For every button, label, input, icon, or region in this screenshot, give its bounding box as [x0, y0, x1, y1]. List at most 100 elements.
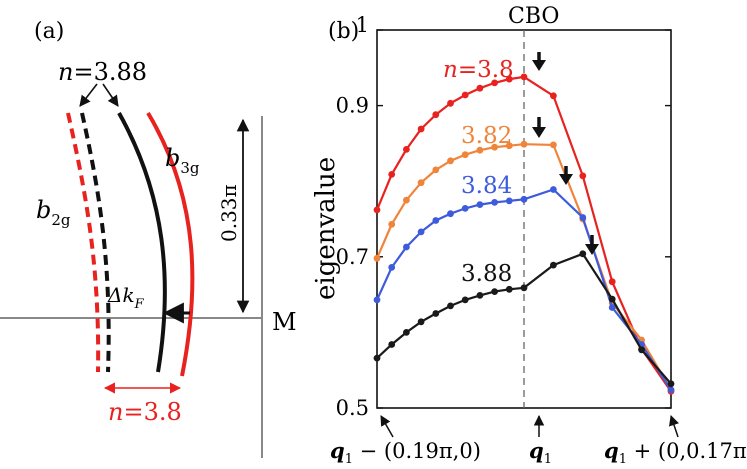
y-axis-label: eigenvalue — [311, 157, 341, 300]
data-point — [550, 92, 557, 100]
data-point — [608, 278, 616, 286]
n-var-b: n — [443, 57, 458, 83]
data-point — [520, 195, 528, 203]
data-point — [550, 261, 557, 269]
data-point — [550, 141, 557, 149]
series-label-n384: 3.84 — [461, 173, 512, 199]
series-line — [375, 188, 672, 391]
delta-kf-sub: F — [134, 297, 145, 312]
data-point — [388, 264, 396, 271]
data-point — [417, 228, 425, 236]
peak-arrows — [532, 52, 599, 255]
data-point — [388, 171, 396, 178]
data-point — [417, 318, 425, 326]
peak-arrow-n38 — [532, 52, 546, 71]
data-point — [550, 186, 557, 193]
data-point — [461, 151, 469, 159]
data-point — [403, 146, 410, 153]
data-point — [447, 302, 454, 310]
data-point — [373, 296, 381, 304]
panel-a: (a) n=3.88 b2g b3g 0.33π ΔkF M n=3.8 — [0, 19, 297, 458]
x-label-left-rest: − (0.19π,0) — [353, 439, 481, 463]
data-point — [447, 99, 454, 107]
data-point — [667, 386, 675, 394]
b3g-base: b — [165, 144, 180, 172]
series-label-n388: 3.88 — [461, 261, 512, 287]
series-label-n382: 3.82 — [461, 123, 512, 149]
data-point — [373, 354, 381, 362]
x-label-mid-q: q — [529, 438, 544, 463]
data-point — [579, 172, 587, 180]
series-n-3-84 — [373, 186, 675, 394]
x-label-mid: q1 — [529, 438, 552, 467]
data-point — [520, 140, 528, 148]
panel-a-label: (a) — [34, 19, 64, 44]
data-point — [476, 292, 484, 299]
data-point — [403, 243, 410, 251]
cbo-label: CBO — [508, 4, 559, 29]
data-point — [432, 111, 440, 119]
n-var-red: n — [108, 398, 123, 426]
peak-arrow-n388 — [585, 235, 599, 255]
data-point — [432, 166, 440, 174]
height-label: 0.33π — [217, 184, 241, 242]
data-point — [476, 146, 484, 154]
y-axis-ticks: 0.5 0.7 0.9 1 — [336, 13, 671, 420]
n38-label-a: n=3.8 — [108, 398, 182, 426]
data-point — [505, 197, 513, 205]
series-layer — [373, 73, 675, 395]
data-point — [447, 210, 454, 218]
data-point — [417, 125, 425, 133]
panel-b-label: (b) — [328, 19, 359, 44]
data-point — [476, 201, 484, 209]
x-label-right-rest: + (0,0.17π) — [627, 439, 747, 463]
peak-arrow-n382 — [532, 117, 546, 138]
data-point — [667, 380, 675, 388]
data-point — [608, 304, 616, 311]
y-tick-label: 0.5 — [336, 396, 369, 420]
peak-arrow-n384 — [559, 166, 573, 185]
data-point — [491, 288, 498, 295]
data-point — [579, 250, 587, 258]
data-point — [608, 295, 616, 303]
n-var: n — [58, 58, 73, 86]
x-label-left-sub: 1 — [345, 452, 353, 467]
y-tick-label: 1 — [356, 13, 369, 37]
data-point — [388, 341, 396, 348]
b2g-sub: 2g — [51, 211, 71, 229]
data-point — [461, 205, 469, 212]
band-b2g-label: b2g — [36, 196, 71, 229]
data-point — [447, 157, 454, 165]
delta-kf-label: ΔkF — [107, 283, 145, 312]
x-label-mid-sub: 1 — [544, 452, 552, 467]
band-b3g-red — [146, 111, 195, 377]
x-label-left-q: q — [330, 438, 345, 463]
data-point — [491, 199, 498, 206]
n388-value: =3.88 — [73, 58, 147, 86]
series-label-n38-value: =3.8 — [458, 57, 514, 83]
x-label-right-q: q — [604, 438, 619, 463]
data-point — [432, 310, 440, 317]
x-label-right-sub: 1 — [619, 452, 627, 467]
band-b3g-black — [117, 112, 167, 373]
data-point — [505, 285, 513, 293]
series-label-n38: n=3.8 — [443, 57, 514, 83]
data-point — [417, 179, 425, 187]
b3g-sub: 3g — [180, 159, 200, 177]
band-b3g-label: b3g — [165, 144, 200, 177]
data-point — [461, 296, 469, 304]
data-point — [520, 73, 528, 81]
data-point — [403, 329, 410, 336]
plot-frame — [376, 29, 672, 409]
data-point — [505, 142, 513, 150]
pointer-arrow-left — [380, 415, 394, 438]
delta-kf-base: Δk — [107, 283, 135, 307]
data-point — [461, 91, 469, 99]
series-line — [376, 252, 672, 385]
pointer-arrow-right — [669, 415, 679, 438]
series-n-3-88 — [373, 250, 675, 388]
x-label-right: q1 + (0,0.17π) — [604, 438, 747, 467]
m-label: M — [272, 308, 297, 336]
data-point — [403, 196, 410, 204]
arrow-to-b2g — [79, 83, 98, 107]
